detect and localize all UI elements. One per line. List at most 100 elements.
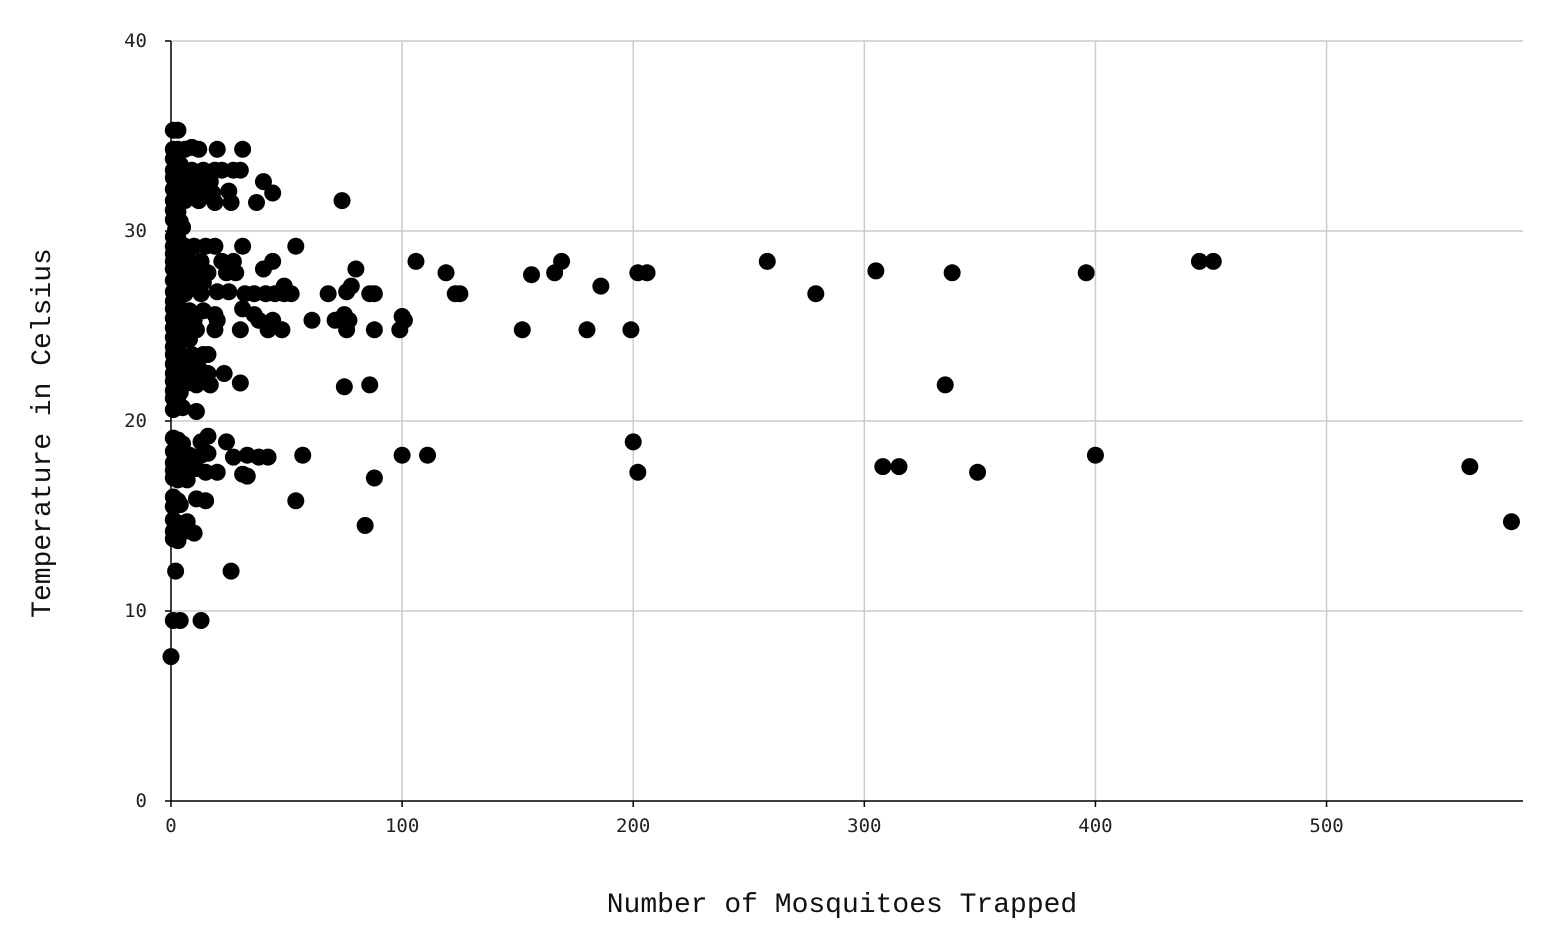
data-point	[187, 376, 205, 394]
data-point	[338, 321, 356, 339]
data-point	[361, 376, 379, 394]
data-point	[303, 311, 321, 329]
data-point	[222, 194, 240, 211]
data-point	[578, 321, 596, 339]
data-point	[936, 376, 954, 394]
data-point	[217, 433, 235, 451]
data-point	[622, 321, 640, 339]
data-point	[1190, 252, 1208, 270]
data-point	[234, 237, 252, 255]
data-point	[365, 321, 383, 339]
data-point	[201, 376, 219, 394]
data-point	[264, 184, 282, 202]
data-point	[867, 262, 885, 280]
data-point	[969, 463, 987, 481]
data-point	[407, 252, 425, 270]
data-point	[254, 260, 272, 278]
data-point	[758, 252, 776, 270]
data-point	[227, 264, 245, 282]
data-point	[206, 237, 224, 255]
data-point	[174, 399, 192, 417]
data-point	[393, 446, 411, 464]
data-point	[259, 321, 277, 339]
data-point	[546, 264, 564, 282]
data-point	[248, 194, 266, 211]
data-point	[347, 260, 365, 278]
data-point	[206, 194, 224, 211]
data-point	[231, 321, 249, 339]
data-point	[943, 264, 961, 282]
data-point	[187, 403, 205, 420]
data-point	[273, 321, 291, 339]
data-point	[333, 192, 351, 210]
data-point	[220, 283, 238, 301]
data-point	[1204, 252, 1222, 270]
data-point	[169, 532, 187, 550]
y-tick-label: 10	[124, 600, 147, 622]
data-point	[294, 446, 312, 464]
data-point	[629, 463, 647, 481]
data-point	[335, 378, 353, 396]
data-point	[437, 264, 455, 282]
data-point	[171, 612, 189, 629]
data-points	[162, 121, 1520, 666]
data-point	[231, 374, 249, 392]
data-point	[419, 446, 437, 464]
data-point	[208, 140, 226, 158]
data-point	[215, 365, 233, 382]
data-point	[282, 285, 300, 303]
data-point	[890, 458, 908, 476]
data-point	[190, 140, 208, 158]
data-point	[365, 285, 383, 303]
data-point	[1077, 264, 1095, 282]
data-point	[523, 266, 541, 284]
x-tick-label: 500	[1309, 815, 1343, 837]
data-point	[208, 463, 226, 481]
data-point	[1502, 513, 1520, 531]
data-point	[259, 448, 277, 466]
data-point	[162, 648, 180, 666]
data-point	[287, 237, 305, 255]
x-tick-label: 200	[616, 815, 650, 837]
data-point	[592, 277, 610, 295]
data-point	[807, 285, 825, 303]
data-point	[326, 311, 344, 329]
data-point	[178, 471, 196, 489]
data-point	[254, 173, 272, 191]
data-point	[287, 492, 305, 510]
data-point	[338, 283, 356, 301]
data-point	[238, 467, 256, 485]
y-tick-label: 30	[124, 220, 147, 242]
data-point	[185, 524, 203, 542]
data-point	[451, 285, 469, 303]
data-point	[206, 321, 224, 339]
data-point	[624, 433, 642, 451]
y-tick-label: 20	[124, 410, 147, 432]
data-point	[199, 346, 217, 363]
data-point	[1461, 458, 1479, 476]
data-point	[192, 285, 210, 303]
data-point	[224, 448, 242, 466]
data-point	[513, 321, 531, 339]
data-point	[1086, 446, 1104, 464]
grid-lines	[171, 40, 1523, 801]
data-point	[199, 427, 217, 445]
y-tick-label: 40	[124, 30, 147, 52]
axes	[165, 40, 1523, 807]
data-point	[190, 192, 208, 210]
x-tick-label: 100	[385, 815, 419, 837]
y-axis-title: Temperature in Celsius	[28, 248, 59, 618]
data-point	[192, 612, 210, 629]
data-point	[197, 492, 215, 510]
data-point	[356, 517, 374, 534]
data-point	[319, 285, 337, 303]
data-point	[365, 469, 383, 487]
data-point	[222, 562, 240, 580]
x-tick-label: 0	[165, 815, 176, 837]
data-point	[231, 161, 249, 179]
data-point	[167, 562, 185, 580]
x-tick-label: 400	[1078, 815, 1112, 837]
data-point	[169, 121, 187, 139]
